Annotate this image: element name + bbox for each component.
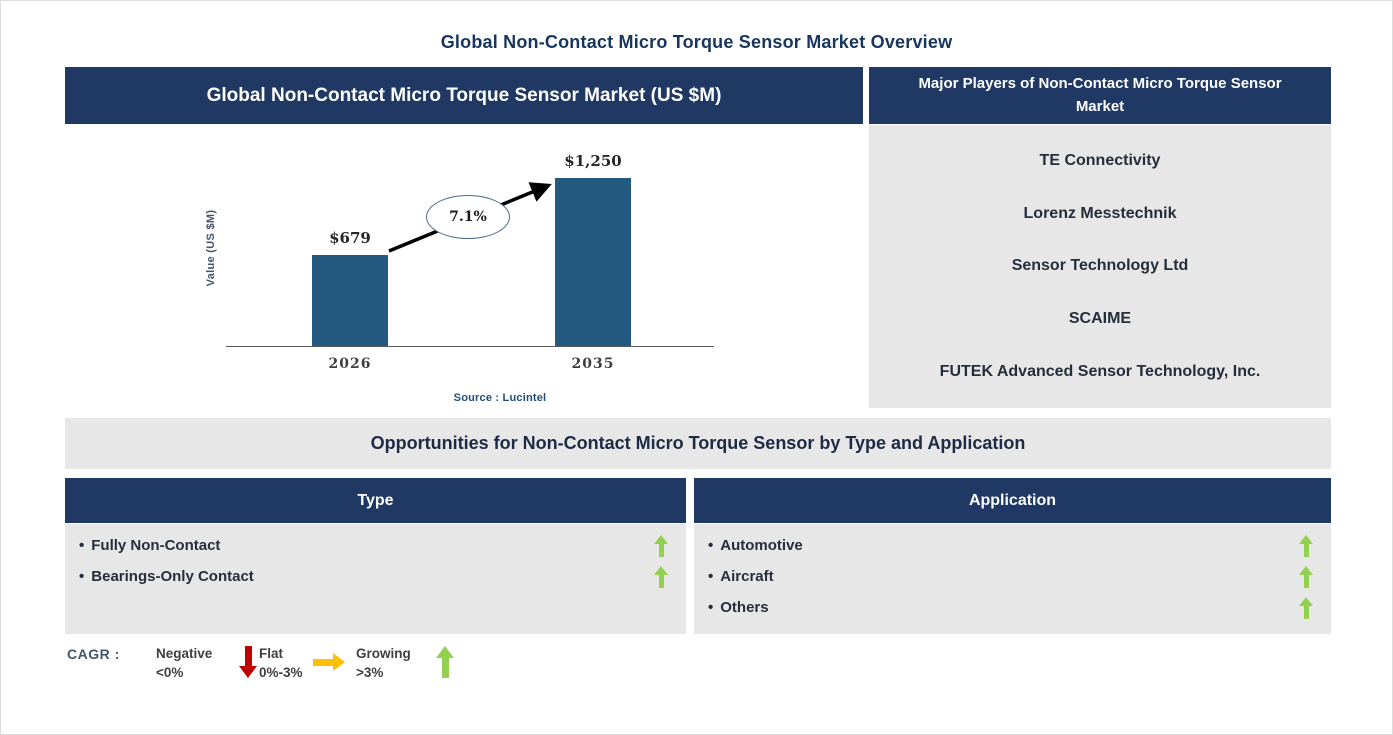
y-axis-label: Value (US $M)	[205, 209, 217, 287]
bullet-icon: •	[708, 568, 714, 585]
company-name: Lorenz Messtechnik	[1023, 204, 1177, 222]
x-tick-2026: 2026	[328, 356, 372, 372]
legend-item-negative: Negative <0%	[156, 646, 213, 680]
cagr-legend: CAGR : Negative <0% Flat 0%-3% Growing >…	[67, 644, 547, 690]
chart-source: Source : Lucintel	[453, 392, 547, 404]
major-players-header: Major Players of Non-Contact Micro Torqu…	[869, 67, 1331, 124]
legend-item-growing: Growing >3%	[356, 646, 411, 680]
growing-up-arrow-icon	[654, 534, 668, 557]
flat-right-arrow-icon	[313, 653, 345, 671]
company-name: FUTEK Advanced Sensor Technology, Inc.	[939, 362, 1261, 380]
application-column-header: Application	[694, 478, 1331, 523]
bullet-icon: •	[708, 537, 714, 554]
company-name: TE Connectivity	[1039, 152, 1161, 170]
x-tick-2035: 2035	[571, 356, 615, 372]
legend-title: CAGR :	[67, 646, 120, 662]
type-item-label: • Bearings-Only Contact	[79, 568, 254, 585]
opportunities-band-title: Opportunities for Non-Contact Micro Torq…	[65, 418, 1331, 469]
bullet-icon: •	[79, 537, 85, 554]
application-item-label: • Others	[708, 599, 769, 616]
cagr-annotation-bubble: 7.1%	[426, 195, 510, 239]
legend-item-flat: Flat 0%-3%	[259, 646, 303, 680]
page-title: Global Non-Contact Micro Torque Sensor M…	[440, 32, 953, 52]
company-name: SCAIME	[1068, 310, 1132, 328]
list-item: • Aircraft	[694, 561, 1331, 592]
negative-down-arrow-icon	[239, 646, 257, 678]
growing-up-arrow-icon	[1299, 596, 1313, 619]
major-players-list: TE Connectivity Lorenz Messtechnik Senso…	[869, 125, 1331, 408]
growing-up-arrow-icon	[1299, 565, 1313, 588]
list-item: • Fully Non-Contact	[65, 530, 686, 561]
bar-rect-2026	[312, 255, 388, 346]
bullet-icon: •	[708, 599, 714, 616]
bar-value-label: $1,250	[564, 152, 622, 170]
application-item-label: • Aircraft	[708, 568, 774, 585]
x-axis-line	[226, 346, 714, 347]
type-column-body: • Fully Non-Contact • Bearings-Only Contac…	[65, 524, 686, 634]
bar-2026: $679	[312, 229, 388, 346]
market-bar-chart: Value (US $M) $679 $1,250 2026 2035 7.1%…	[65, 124, 863, 411]
growing-up-arrow-icon	[436, 646, 454, 678]
application-item-label: • Automotive	[708, 537, 803, 554]
bar-value-label: $679	[329, 229, 371, 247]
list-item: • Others	[694, 592, 1331, 623]
bar-2035: $1,250	[555, 152, 631, 346]
growth-arrow	[388, 182, 552, 253]
growing-up-arrow-icon	[654, 565, 668, 588]
market-chart-header: Global Non-Contact Micro Torque Sensor M…	[65, 67, 863, 124]
application-column-body: • Automotive • Aircraft • Others	[694, 524, 1331, 634]
bullet-icon: •	[79, 568, 85, 585]
list-item: • Bearings-Only Contact	[65, 561, 686, 592]
bar-rect-2035	[555, 178, 631, 346]
growing-up-arrow-icon	[1299, 534, 1313, 557]
type-column-header: Type	[65, 478, 686, 523]
type-item-label: • Fully Non-Contact	[79, 537, 221, 554]
company-name: Sensor Technology Ltd	[1011, 257, 1189, 275]
list-item: • Automotive	[694, 530, 1331, 561]
